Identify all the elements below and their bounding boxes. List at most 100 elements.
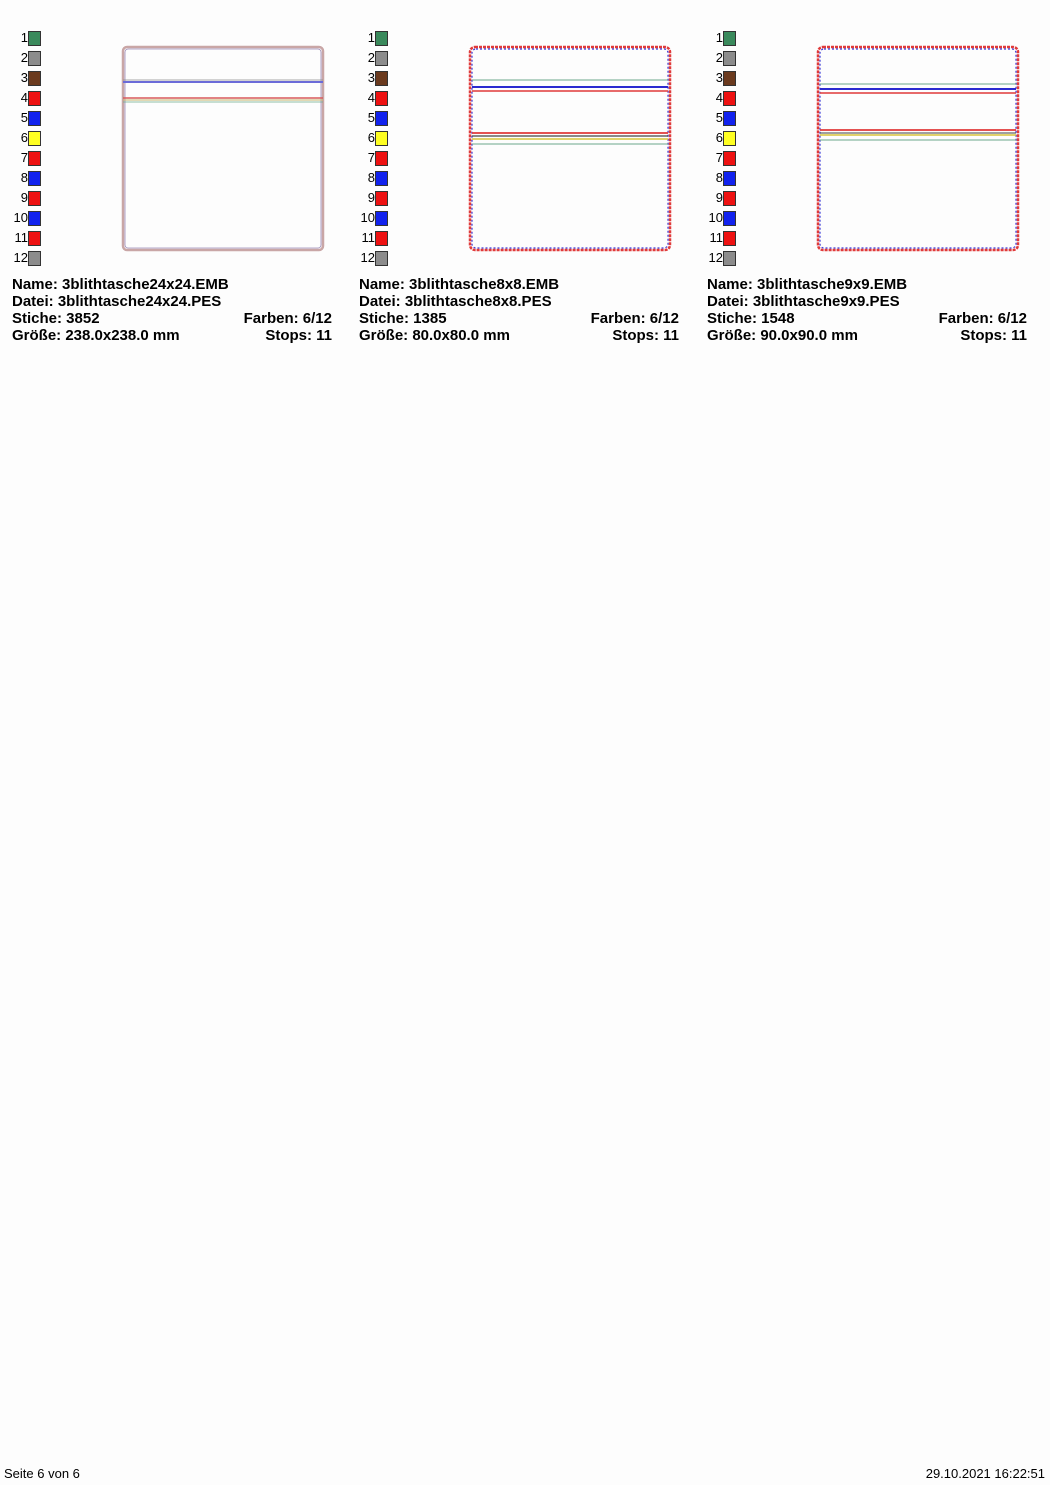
color-swatch-row: 3 (359, 68, 389, 88)
color-swatch (28, 171, 41, 186)
stitch-count: Stiche: 1548 (707, 310, 795, 327)
color-swatch-number: 8 (367, 170, 375, 185)
color-swatch-number: 11 (361, 230, 376, 245)
color-swatch-row: 11 (707, 228, 737, 248)
color-swatch (28, 191, 41, 206)
color-swatch (375, 91, 388, 106)
color-swatch-row: 3 (707, 68, 737, 88)
color-swatch-number: 2 (367, 50, 375, 65)
color-swatch-row: 9 (359, 188, 389, 208)
color-swatch-row: 7 (359, 148, 389, 168)
color-swatch-row: 1 (12, 28, 42, 48)
stitch-count: Stiche: 3852 (12, 310, 100, 327)
color-swatch-row: 1 (359, 28, 389, 48)
color-swatch (375, 151, 388, 166)
color-swatch-number: 1 (715, 30, 723, 45)
color-swatch-row: 12 (707, 248, 737, 268)
color-swatch-number: 4 (715, 90, 723, 105)
color-swatch-number: 11 (709, 230, 724, 245)
color-swatch-number: 4 (367, 90, 375, 105)
color-swatch (375, 71, 388, 86)
color-swatch-number: 3 (715, 70, 723, 85)
color-swatch (28, 231, 41, 246)
color-swatch (28, 211, 41, 226)
color-count: Farben: 6/12 (938, 310, 1027, 327)
color-swatch-row: 3 (12, 68, 42, 88)
color-swatch-row: 1 (707, 28, 737, 48)
color-swatch-row: 2 (707, 48, 737, 68)
print-timestamp: 29.10.2021 16:22:51 (925, 1466, 1045, 1481)
color-swatch-row: 12 (359, 248, 389, 268)
color-swatch-row: 12 (12, 248, 42, 268)
color-swatch-number: 10 (13, 210, 28, 225)
color-swatch-number: 12 (13, 250, 28, 265)
color-swatch (375, 191, 388, 206)
stitch-count: Stiche: 1385 (359, 310, 447, 327)
color-swatch-row: 6 (707, 128, 737, 148)
color-swatch-number: 7 (20, 150, 28, 165)
color-swatch (375, 211, 388, 226)
color-swatch-number: 8 (715, 170, 723, 185)
color-swatch-row: 11 (359, 228, 389, 248)
color-swatch (723, 171, 736, 186)
color-count: Farben: 6/12 (590, 310, 679, 327)
color-swatch-number: 9 (715, 190, 723, 205)
color-swatch (723, 31, 736, 46)
color-swatch (723, 91, 736, 106)
color-swatch-row: 9 (707, 188, 737, 208)
color-swatch-number: 7 (367, 150, 375, 165)
design-card-1: 1 2 3 4 5 6 7 8 9 10 11 12 Name: 3blithtasche24x24.… (12, 28, 334, 348)
color-swatch-number: 9 (367, 190, 375, 205)
design-info-1: Name: 3blithtasche24x24.EMB Datei: 3blit… (12, 276, 332, 344)
color-swatch-row: 8 (359, 168, 389, 188)
color-swatch (28, 91, 41, 106)
color-swatch-number: 2 (20, 50, 28, 65)
color-swatch-number: 5 (715, 110, 723, 125)
color-swatch-row: 5 (359, 108, 389, 128)
design-preview-3 (816, 45, 1020, 252)
stop-count: Stops: 11 (265, 327, 332, 344)
color-swatch-row: 7 (12, 148, 42, 168)
color-swatch-row: 11 (12, 228, 42, 248)
design-file: Datei: 3blithtasche9x9.PES (707, 293, 900, 310)
design-name: Name: 3blithtasche9x9.EMB (707, 276, 908, 293)
design-card-2: 1 2 3 4 5 6 7 8 9 10 11 12 Name: 3blithtasche8x8.EM… (359, 28, 681, 348)
color-swatch-row: 10 (707, 208, 737, 228)
color-swatch (28, 71, 41, 86)
design-card-3: 1 2 3 4 5 6 7 8 9 10 11 12 Name: 3blithtasche9x9.EM… (707, 28, 1029, 348)
design-file: Datei: 3blithtasche24x24.PES (12, 293, 222, 310)
color-swatch (723, 131, 736, 146)
color-swatch-row: 10 (12, 208, 42, 228)
color-swatch-row: 6 (12, 128, 42, 148)
color-swatch (375, 231, 388, 246)
color-swatch-number: 12 (360, 250, 375, 265)
color-swatch-number: 9 (20, 190, 28, 205)
color-swatch-number: 3 (367, 70, 375, 85)
color-count: Farben: 6/12 (243, 310, 332, 327)
color-swatch (723, 191, 736, 206)
color-swatch (723, 251, 736, 266)
design-info-2: Name: 3blithtasche8x8.EMB Datei: 3blitht… (359, 276, 679, 344)
color-swatch-row: 8 (12, 168, 42, 188)
page-number: Seite 6 von 6 (4, 1466, 80, 1481)
color-swatch-number: 5 (367, 110, 375, 125)
color-swatch (723, 111, 736, 126)
color-swatch (375, 171, 388, 186)
color-swatch-row: 2 (359, 48, 389, 68)
color-swatch-number: 10 (360, 210, 375, 225)
stop-count: Stops: 11 (960, 327, 1027, 344)
color-swatch (723, 151, 736, 166)
color-swatch (28, 251, 41, 266)
color-swatch-number: 10 (708, 210, 723, 225)
color-swatch-number: 6 (715, 130, 723, 145)
color-swatch-number: 2 (715, 50, 723, 65)
color-swatch-row: 4 (707, 88, 737, 108)
color-swatch-row: 4 (359, 88, 389, 108)
stop-count: Stops: 11 (612, 327, 679, 344)
color-swatch-number: 8 (20, 170, 28, 185)
color-swatch-row: 2 (12, 48, 42, 68)
design-name: Name: 3blithtasche24x24.EMB (12, 276, 229, 293)
color-swatch (723, 211, 736, 226)
color-swatch-number: 3 (20, 70, 28, 85)
color-swatch (375, 251, 388, 266)
